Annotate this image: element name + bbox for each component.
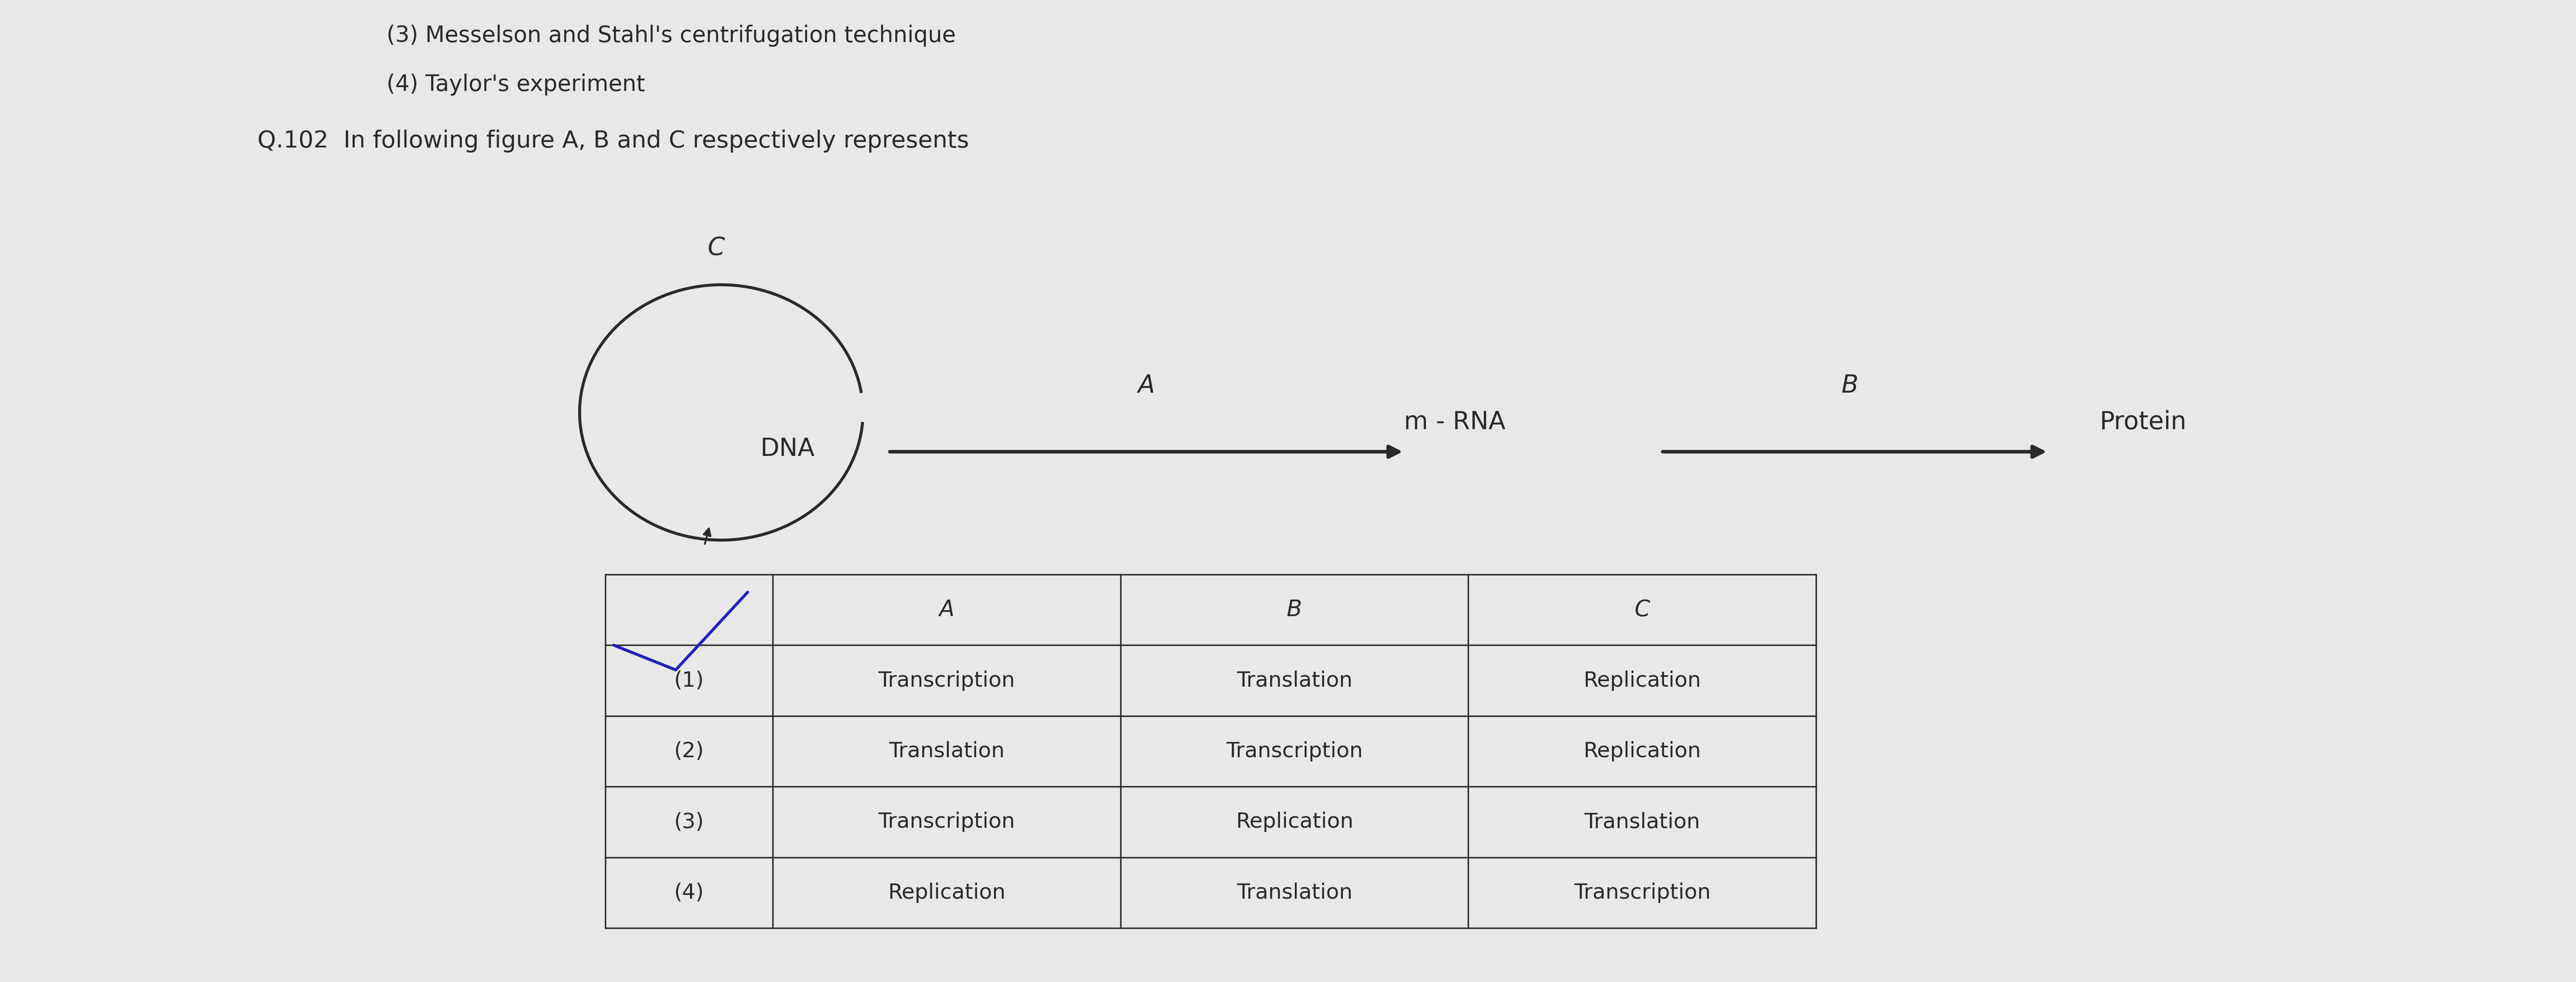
Text: C: C <box>708 236 724 260</box>
Text: Translation: Translation <box>1236 883 1352 902</box>
Text: Replication: Replication <box>1236 812 1352 832</box>
Text: (4): (4) <box>675 883 703 902</box>
Text: Q.102  In following figure A, B and C respectively represents: Q.102 In following figure A, B and C res… <box>258 130 969 152</box>
Text: A: A <box>940 599 953 621</box>
Text: B: B <box>1288 599 1301 621</box>
Text: (3): (3) <box>675 812 703 832</box>
Text: DNA: DNA <box>760 437 814 462</box>
Text: Protein: Protein <box>2099 410 2187 434</box>
Text: (2): (2) <box>675 741 703 761</box>
Text: A: A <box>1139 373 1154 398</box>
Text: (4) Taylor's experiment: (4) Taylor's experiment <box>386 74 644 96</box>
Text: C: C <box>1633 599 1651 621</box>
Text: Replication: Replication <box>1584 671 1700 690</box>
Text: Translation: Translation <box>889 741 1005 761</box>
Text: Transcription: Transcription <box>878 812 1015 832</box>
Text: Replication: Replication <box>889 883 1005 902</box>
Text: Transcription: Transcription <box>1574 883 1710 902</box>
Text: Replication: Replication <box>1584 741 1700 761</box>
Text: Transcription: Transcription <box>878 671 1015 690</box>
Text: Translation: Translation <box>1584 812 1700 832</box>
Text: (1): (1) <box>675 671 703 690</box>
Text: B: B <box>1842 373 1857 398</box>
Text: Translation: Translation <box>1236 671 1352 690</box>
Text: m - RNA: m - RNA <box>1404 410 1504 434</box>
Text: Transcription: Transcription <box>1226 741 1363 761</box>
Text: (3) Messelson and Stahl's centrifugation technique: (3) Messelson and Stahl's centrifugation… <box>386 25 956 47</box>
